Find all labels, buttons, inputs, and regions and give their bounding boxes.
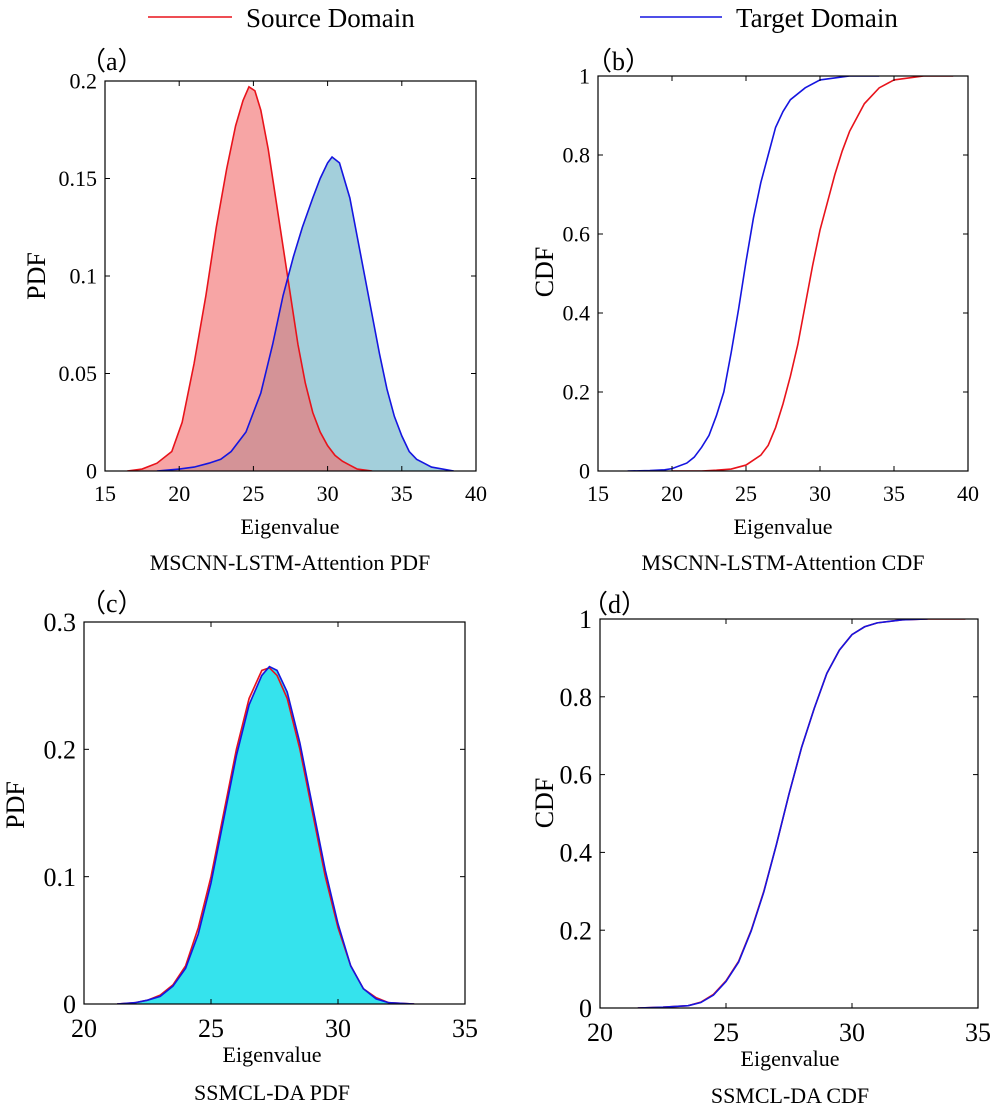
y-tick-label: 1 — [579, 605, 592, 634]
y-tick-label: 0.1 — [70, 264, 98, 289]
source-series-line — [127, 85, 373, 471]
target-series-line — [637, 619, 928, 1008]
chart-panel-b: 15 20 25 30 35 40 0 0.2 0.4 0.6 0.8 1（b） CDF Eigenval… — [530, 47, 979, 575]
x-tick-label: 30 — [325, 1014, 351, 1043]
chart-panel-d: 20 25 30 35 0 0.2 0.4 0.6 0.8 1（d） CDF Eigenvalue SS… — [530, 590, 991, 1108]
x-axis-label: Eigenvalue — [741, 1046, 840, 1071]
panel-label: （a） — [80, 47, 144, 76]
plot-area-b — [627, 76, 954, 471]
x-tick-label: 30 — [317, 481, 339, 506]
y-tick-label: 0.6 — [560, 761, 593, 790]
source-series-line — [672, 76, 954, 471]
y-tick-label: 0.4 — [560, 839, 593, 868]
source-series-line — [637, 619, 966, 1008]
x-tick-label: 20 — [168, 481, 190, 506]
chart-title: MSCNN-LSTM-Attention CDF — [642, 550, 925, 575]
x-tick-label: 20 — [661, 481, 683, 506]
y-axis-label: PDF — [1, 781, 30, 829]
y-axis-label: CDF — [530, 247, 559, 298]
x-tick-label: 35 — [391, 481, 413, 506]
x-tick-label: 40 — [465, 481, 487, 506]
chart-title: MSCNN-LSTM-Attention PDF — [150, 550, 431, 575]
x-tick-label: 15 — [94, 481, 116, 506]
y-tick-label: 0.4 — [563, 301, 591, 326]
target-area — [156, 157, 454, 471]
x-tick-label: 25 — [713, 1018, 739, 1047]
x-tick-label: 35 — [883, 481, 905, 506]
y-tick-label: 1 — [579, 64, 590, 89]
legend-source-label: Source Domain — [246, 3, 415, 33]
y-tick-label: 0.2 — [563, 380, 591, 405]
y-tick-label: 0.05 — [59, 361, 98, 386]
x-tick-label: 40 — [957, 481, 979, 506]
plot-area-d — [637, 619, 966, 1008]
y-axis-label: CDF — [530, 778, 559, 829]
y-tick-label: 0.1 — [44, 863, 77, 892]
y-tick-label: 0.3 — [44, 608, 77, 637]
axes-frame — [83, 621, 466, 1005]
source-area — [127, 86, 373, 471]
x-axis-label: Eigenvalue — [223, 1042, 322, 1067]
x-tick-label: 30 — [809, 481, 831, 506]
y-tick-label: 0.6 — [563, 222, 591, 247]
x-tick-label: 35 — [965, 1018, 991, 1047]
y-tick-label: 0.2 — [70, 69, 98, 94]
y-tick-label: 0 — [579, 994, 592, 1023]
panel-label: （b） — [586, 47, 651, 76]
panel-label: （d） — [582, 590, 647, 619]
chart-title: SSMCL-DA CDF — [711, 1083, 869, 1108]
x-tick-label: 30 — [839, 1018, 865, 1047]
target-series-line — [627, 76, 880, 471]
target-series-line — [116, 665, 415, 1004]
plot-area-a — [127, 85, 454, 471]
panel-label: （c） — [80, 589, 144, 618]
target-series-line — [156, 155, 454, 471]
chart-panel-a: 15 20 25 30 35 40 0 0.05 0.1 0.15 0.2（a） PDF Eigenva… — [22, 47, 487, 575]
x-tick-label: 20 — [587, 1018, 613, 1047]
y-tick-label: 0.2 — [560, 916, 593, 945]
x-axis-label: Eigenvalue — [734, 514, 833, 539]
axes-frame — [597, 75, 969, 472]
x-tick-label: 25 — [242, 481, 264, 506]
x-tick-label: 25 — [198, 1014, 224, 1043]
x-tick-label: 15 — [587, 481, 609, 506]
y-tick-label: 0.8 — [560, 683, 593, 712]
x-tick-label: 35 — [452, 1014, 478, 1043]
axes-frame — [599, 618, 979, 1009]
y-tick-label: 0 — [86, 459, 97, 484]
x-tick-label: 25 — [735, 481, 757, 506]
y-tick-label: 0.15 — [59, 166, 98, 191]
legend: Source Domain Target Domain — [148, 3, 898, 33]
x-axis-label: Eigenvalue — [241, 514, 340, 539]
plot-area-c — [116, 665, 415, 1004]
x-tick-label: 20 — [71, 1014, 97, 1043]
legend-target-label: Target Domain — [736, 3, 898, 33]
y-tick-label: 0 — [579, 459, 590, 484]
chart-panel-c: 20 25 30 35 0 0.1 0.2 0.3（c） PDF Eigenvalue SSMCL-… — [1, 589, 478, 1105]
y-tick-label: 0 — [63, 990, 76, 1019]
target-area-overlay — [117, 666, 415, 1004]
y-tick-label: 0.2 — [44, 735, 77, 764]
y-axis-label: PDF — [22, 252, 51, 300]
y-tick-label: 0.8 — [563, 143, 591, 168]
chart-title: SSMCL-DA PDF — [194, 1080, 350, 1105]
